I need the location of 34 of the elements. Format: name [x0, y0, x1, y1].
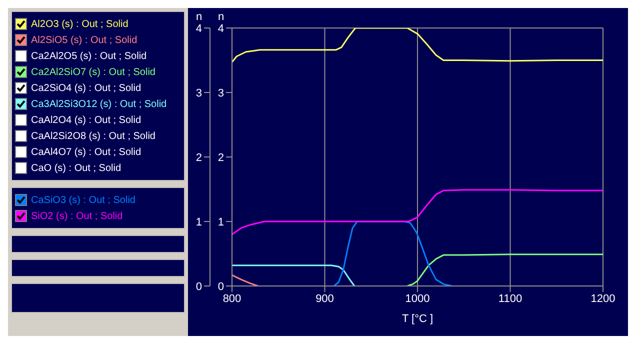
- legend-label: Ca2Al2SiO7 (s) : Out ; Solid: [31, 66, 156, 78]
- x-tick-label: 1100: [498, 292, 522, 305]
- x-tick-label: 800: [222, 292, 242, 305]
- line-series: [232, 189, 603, 236]
- x-tick-label: 900: [316, 292, 334, 305]
- y2-tick-label: 3: [218, 87, 224, 100]
- line-series: [406, 254, 603, 286]
- legend-label: Al2SiO5 (s) : Out ; Solid: [31, 34, 138, 46]
- legend-label: CaAl4O7 (s) : Out ; Solid: [31, 146, 142, 158]
- y2-axis-title: n: [218, 11, 224, 23]
- legend-label: CaSiO3 (s) : Out ; Solid: [31, 194, 136, 206]
- legend-label: Ca2SiO4 (s) : Out ; Solid: [31, 82, 142, 94]
- y-tick-label: 1: [196, 216, 202, 228]
- x-tick-label: 1000: [405, 292, 430, 305]
- y2-tick-label: 0: [218, 280, 224, 293]
- line-series: [232, 264, 356, 286]
- legend-label: Ca2Al2O5 (s) : Out ; Solid: [31, 50, 147, 62]
- y-tick-label: 2: [196, 152, 202, 164]
- x-axis-title: T [°C ]: [402, 313, 434, 325]
- y-tick-label: 3: [196, 87, 202, 100]
- y2-tick-label: 4: [218, 22, 224, 35]
- legend-label: CaAl2O4 (s) : Out ; Solid: [31, 114, 142, 126]
- line-series: [232, 274, 259, 286]
- y2-tick-label: 2: [218, 152, 224, 164]
- legend-label: SiO2 (s) : Out ; Solid: [31, 210, 123, 222]
- x-tick-label: 1200: [590, 292, 616, 305]
- y2-tick-label: 1: [218, 216, 224, 228]
- legend-label: CaAl2Si2O8 (s) : Out ; Solid: [31, 130, 156, 142]
- legend-label: Ca3Al2Si3O12 (s) : Out ; Solid: [31, 98, 167, 110]
- y-axis-title: n: [196, 11, 202, 23]
- y-tick-label: 4: [196, 22, 202, 35]
- y-tick-label: 0: [196, 280, 202, 293]
- legend-label: Al2O3 (s) : Out ; Solid: [31, 18, 128, 30]
- legend-label: CaO (s) : Out ; Solid: [31, 162, 122, 174]
